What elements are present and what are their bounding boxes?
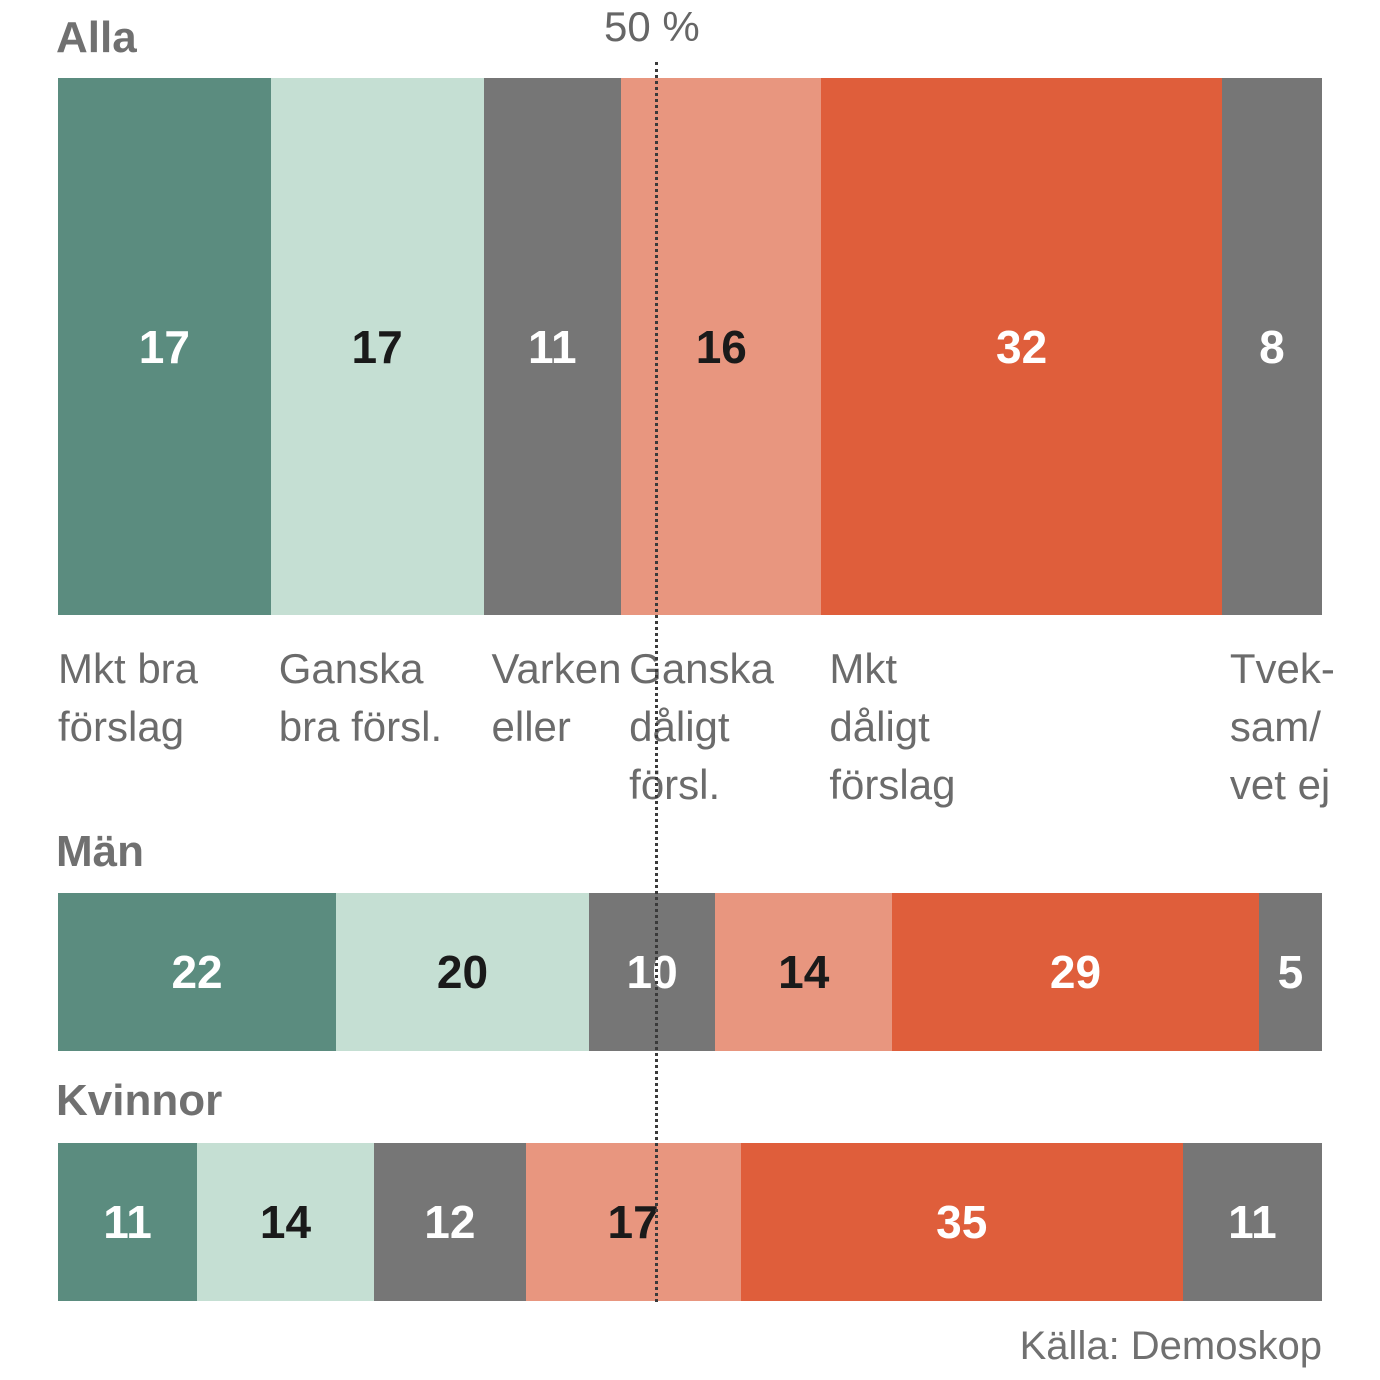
category-label-line: förslag bbox=[58, 703, 185, 750]
category-label: Varken eller bbox=[492, 640, 622, 756]
stacked-bar-man: 22 20 10 14 29 5 bbox=[58, 893, 1322, 1051]
category-label-line: dåligt bbox=[829, 703, 930, 750]
reference-line-label: 50 % bbox=[604, 3, 700, 50]
category-label: Mkt dåligt förslag bbox=[829, 640, 955, 814]
bar-segment: 17 bbox=[58, 78, 271, 615]
category-label-line: bra försl. bbox=[278, 703, 443, 750]
category-label: Tvek-sam/vet ej bbox=[1230, 640, 1335, 814]
category-label-line: Tvek- bbox=[1229, 645, 1335, 692]
category-label-line: Mkt bra bbox=[58, 645, 199, 692]
category-label-line: dåligt bbox=[629, 703, 730, 750]
category-label-line: Mkt bbox=[829, 645, 898, 692]
category-label: Mkt bra förslag bbox=[58, 640, 198, 756]
bar-segment: 10 bbox=[588, 893, 716, 1051]
category-label: Ganska dåligt försl. bbox=[629, 640, 774, 814]
source-note: Källa: Demoskop bbox=[1019, 1324, 1322, 1368]
bar-segment: 8 bbox=[1221, 78, 1322, 615]
bar-segment: 20 bbox=[336, 893, 589, 1051]
bar-segment: 11 bbox=[1182, 1143, 1322, 1301]
category-label-line: Varken bbox=[491, 645, 622, 692]
category-label-line: försl. bbox=[629, 761, 721, 808]
bar-segment: 16 bbox=[621, 78, 822, 615]
category-label-line: förslag bbox=[829, 761, 956, 808]
bar-segment: 12 bbox=[374, 1143, 526, 1301]
stacked-bar-alla: 17 17 11 16 32 8 bbox=[58, 78, 1322, 615]
bar-segment: 14 bbox=[715, 893, 893, 1051]
bar-segment: 17 bbox=[270, 78, 484, 615]
bar-segment: 11 bbox=[58, 1143, 198, 1301]
reference-line-50 bbox=[655, 62, 658, 1302]
bar-segment: 35 bbox=[740, 1143, 1183, 1301]
category-label-line: sam/ bbox=[1229, 703, 1321, 750]
category-label-line: Ganska bbox=[629, 645, 774, 692]
group-title-man: Män bbox=[56, 827, 144, 876]
stacked-bar-kvinnor: 11 14 12 17 35 11 bbox=[58, 1143, 1322, 1301]
bar-segment: 11 bbox=[483, 78, 622, 615]
category-label: Ganska bra försl. bbox=[279, 640, 442, 756]
category-label-line: Ganska bbox=[278, 645, 424, 692]
group-title-alla: Alla bbox=[56, 13, 137, 62]
group-title-kvinnor: Kvinnor bbox=[56, 1076, 223, 1125]
category-label-line: vet ej bbox=[1229, 761, 1331, 808]
bar-segment: 29 bbox=[892, 893, 1259, 1051]
bar-segment: 5 bbox=[1258, 893, 1322, 1051]
bar-segment: 32 bbox=[821, 78, 1222, 615]
bar-segment: 17 bbox=[525, 1143, 741, 1301]
bar-segment: 14 bbox=[197, 1143, 374, 1301]
bar-segment: 22 bbox=[58, 893, 337, 1051]
category-label-line: eller bbox=[491, 703, 571, 750]
